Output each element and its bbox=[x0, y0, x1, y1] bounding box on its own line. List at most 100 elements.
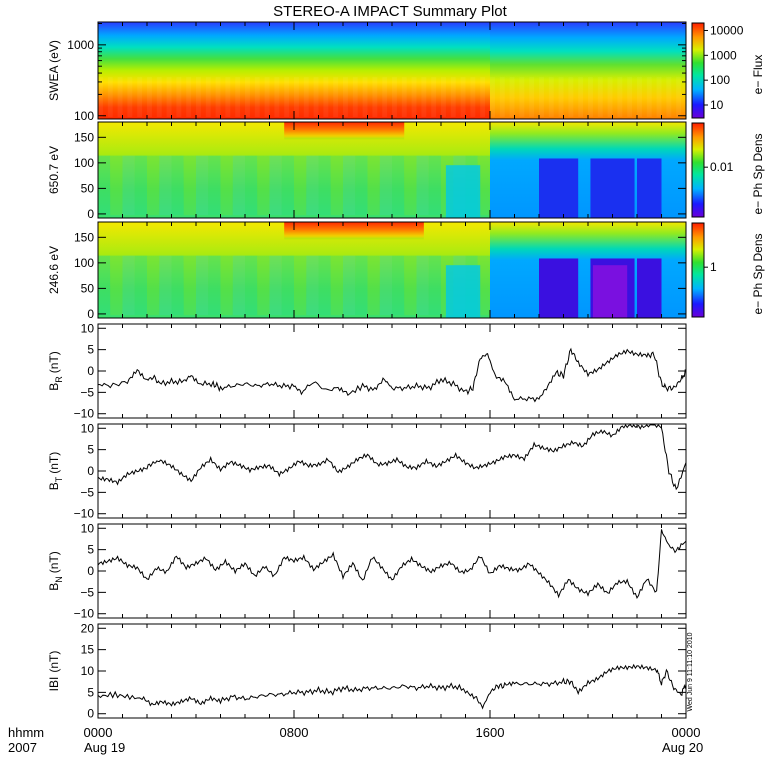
pa-texture bbox=[245, 255, 258, 316]
ytick-label: 10 bbox=[81, 321, 95, 335]
swea-stripe bbox=[431, 77, 437, 117]
ylabel-sub: N bbox=[54, 576, 64, 583]
swea-stripe bbox=[313, 77, 319, 117]
ytick-label: −10 bbox=[74, 407, 95, 421]
b-magnitude-trace bbox=[97, 663, 687, 710]
pa-ytick-label: 150 bbox=[74, 230, 94, 244]
colorbar-tick-label: 1 bbox=[710, 260, 717, 274]
pa-texture bbox=[343, 255, 356, 316]
pa-texture bbox=[306, 255, 319, 316]
ytick-label: 10 bbox=[81, 664, 95, 678]
pa-blue-block bbox=[590, 158, 635, 218]
pa-ytick-label: 150 bbox=[74, 130, 94, 144]
pa-blue-block bbox=[637, 158, 662, 218]
b-n-frame bbox=[97, 523, 687, 619]
b-t-trace bbox=[97, 423, 687, 491]
pa-texture bbox=[416, 155, 429, 216]
ylabel-unit: (nT) bbox=[47, 551, 61, 573]
ylabel-unit: (nT) bbox=[47, 452, 61, 474]
b-t-panel bbox=[97, 423, 687, 519]
b-r-frame bbox=[97, 323, 687, 419]
pa-texture bbox=[318, 155, 331, 216]
pa-texture bbox=[477, 155, 490, 216]
xticks-4 bbox=[97, 424, 687, 518]
plot-title: STEREO-A IMPACT Summary Plot bbox=[273, 3, 507, 20]
swea-stripe bbox=[666, 77, 672, 117]
colorbar-strip bbox=[691, 122, 705, 218]
swea-stripe bbox=[137, 77, 143, 117]
swea-stripe bbox=[264, 77, 270, 117]
ytick-label: 10 bbox=[81, 421, 95, 435]
colorbar-strip bbox=[691, 222, 705, 318]
swea-stripe bbox=[333, 77, 339, 117]
pa-texture bbox=[134, 255, 147, 316]
swea-ytick-label: 100 bbox=[74, 109, 94, 123]
ytick-label: −10 bbox=[74, 507, 95, 521]
pa-texture bbox=[343, 155, 356, 216]
ytick-label: −5 bbox=[80, 385, 94, 399]
colorbar-label: e− Ph Sp Dens bbox=[751, 233, 765, 314]
b-t-frame bbox=[97, 423, 687, 519]
b-magnitude-ylabel: IBI (nT) bbox=[47, 651, 61, 692]
pa-texture bbox=[183, 155, 196, 216]
swea-stripe bbox=[548, 77, 554, 117]
swea-stripe bbox=[176, 77, 182, 117]
ylabel-main: IBI bbox=[47, 677, 61, 692]
ytick-label: 10 bbox=[81, 521, 95, 535]
swea-stripe bbox=[343, 77, 348, 117]
pa-blue-block bbox=[539, 158, 579, 218]
pa-texture bbox=[392, 255, 405, 316]
pa-texture bbox=[196, 155, 209, 216]
ytick-label: 20 bbox=[81, 621, 95, 635]
b-r-ylabel: BR (nT) bbox=[47, 351, 64, 391]
b-t-ylabel: BT (nT) bbox=[47, 452, 64, 491]
b-n-ylabel: BN (nT) bbox=[47, 551, 64, 591]
pa-texture bbox=[367, 155, 380, 216]
ytick-label: 0 bbox=[87, 464, 94, 478]
swea-ylabel: SWEA (eV) bbox=[47, 40, 61, 101]
swea-stripe bbox=[225, 77, 231, 117]
xticks-5 bbox=[97, 524, 687, 618]
ytick-label: −5 bbox=[80, 485, 94, 499]
swea-stripe bbox=[490, 77, 495, 117]
swea-band-after bbox=[490, 22, 686, 119]
swea-panel bbox=[97, 21, 687, 120]
ylabel-sub: R bbox=[54, 376, 64, 383]
ytick-label: 15 bbox=[81, 643, 95, 657]
pa-texture bbox=[208, 255, 221, 316]
pa-texture bbox=[416, 255, 429, 316]
xticks-0 bbox=[97, 22, 687, 119]
swea-stripe bbox=[323, 77, 329, 117]
ylabel-unit: (nT) bbox=[47, 351, 61, 373]
pa-texture bbox=[232, 155, 245, 216]
pa-texture bbox=[257, 255, 270, 316]
footer-date-left: Aug 19 bbox=[84, 740, 125, 755]
swea-stripe bbox=[401, 77, 407, 117]
swea-stripe bbox=[607, 77, 613, 117]
swea-stripe bbox=[98, 77, 103, 117]
pa-texture bbox=[98, 255, 111, 316]
footer-time-tick: 0000 bbox=[672, 725, 701, 740]
creation-stamp: Wed Jun 9 11:11:10 2010 bbox=[687, 632, 694, 711]
pa-texture bbox=[171, 155, 184, 216]
b-r-trace bbox=[97, 347, 687, 403]
pa-texture bbox=[122, 255, 135, 316]
pa-texture bbox=[318, 255, 331, 316]
xticks-1 bbox=[97, 122, 687, 218]
pa-texture bbox=[379, 255, 392, 316]
swea-stripe bbox=[568, 77, 574, 117]
pa-ytick-label: 100 bbox=[74, 256, 94, 270]
swea-band-before bbox=[98, 22, 490, 119]
swea-ytick-label: 1000 bbox=[67, 38, 94, 52]
swea-stripe bbox=[627, 77, 633, 117]
ytick-label: −10 bbox=[74, 607, 95, 621]
pa-cyan-patch bbox=[445, 165, 481, 218]
colorbar-0 bbox=[691, 22, 708, 119]
pa-texture bbox=[428, 255, 441, 316]
pa-texture bbox=[269, 155, 282, 216]
ylabel-unit: (nT) bbox=[47, 651, 61, 673]
swea-stripe bbox=[480, 77, 486, 117]
pa-hot-region bbox=[284, 122, 405, 140]
swea-stripe bbox=[372, 77, 378, 117]
swea-stripe bbox=[450, 77, 456, 117]
